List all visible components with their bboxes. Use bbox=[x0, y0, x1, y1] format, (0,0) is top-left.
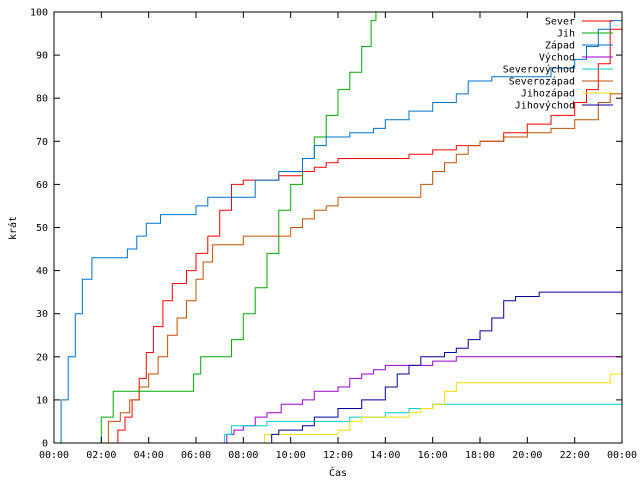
y-tick-label: 0 bbox=[42, 439, 48, 450]
x-tick-label: 22:00 bbox=[560, 450, 590, 461]
legend-label: Severozápad bbox=[509, 76, 575, 88]
x-tick-label: 04:00 bbox=[134, 450, 164, 461]
legend-label: Jih bbox=[557, 29, 575, 40]
y-tick-label: 60 bbox=[36, 180, 48, 191]
legend: SeverJihZápadVýchodSeverovýchodSeverozáp… bbox=[503, 17, 613, 112]
x-tick-label: 14:00 bbox=[370, 450, 400, 461]
y-tick-label: 40 bbox=[36, 266, 48, 277]
legend-label: Východ bbox=[539, 52, 575, 64]
y-tick-label: 100 bbox=[30, 8, 48, 19]
legend-label: Jihovýchod bbox=[515, 100, 575, 112]
y-tick-label: 90 bbox=[36, 51, 48, 62]
y-tick-label: 10 bbox=[36, 395, 48, 406]
series-layer bbox=[54, 12, 623, 444]
x-tick-label: 00:00 bbox=[607, 450, 637, 461]
ticks-layer: 0 10 20 30 40 50 60 70 80 90 100 00:00 02:00 04:00 06:… bbox=[30, 8, 637, 462]
series-line-2 bbox=[54, 20, 622, 444]
legend-label: Jihozápad bbox=[521, 88, 575, 100]
y-tick-label: 20 bbox=[36, 352, 48, 363]
x-tick-label: 06:00 bbox=[181, 450, 211, 461]
y-tick-label: 30 bbox=[36, 309, 48, 320]
legend-label: Západ bbox=[545, 40, 575, 52]
x-tick-label: 00:00 bbox=[39, 450, 69, 461]
y-axis-label: krát bbox=[7, 216, 19, 240]
x-tick-label: 12:00 bbox=[323, 450, 353, 461]
legend-label: Severovýchod bbox=[503, 64, 575, 76]
y-tick-label: 80 bbox=[36, 94, 48, 105]
series-line-6 bbox=[259, 373, 622, 444]
series-line-3 bbox=[222, 356, 622, 444]
y-tick-label: 50 bbox=[36, 223, 48, 234]
x-tick-label: 10:00 bbox=[276, 450, 306, 461]
x-tick-label: 16:00 bbox=[418, 450, 448, 461]
x-tick-label: 02:00 bbox=[86, 450, 116, 461]
legend-label: Sever bbox=[545, 17, 575, 28]
x-tick-label: 18:00 bbox=[465, 450, 495, 461]
x-tick-label: 08:00 bbox=[228, 450, 258, 461]
series-line-1 bbox=[94, 12, 377, 444]
y-tick-label: 70 bbox=[36, 137, 48, 148]
x-axis-label: Čas bbox=[329, 466, 347, 479]
series-line-7 bbox=[267, 291, 622, 444]
series-line-5 bbox=[96, 89, 623, 444]
x-tick-label: 20:00 bbox=[512, 450, 542, 461]
